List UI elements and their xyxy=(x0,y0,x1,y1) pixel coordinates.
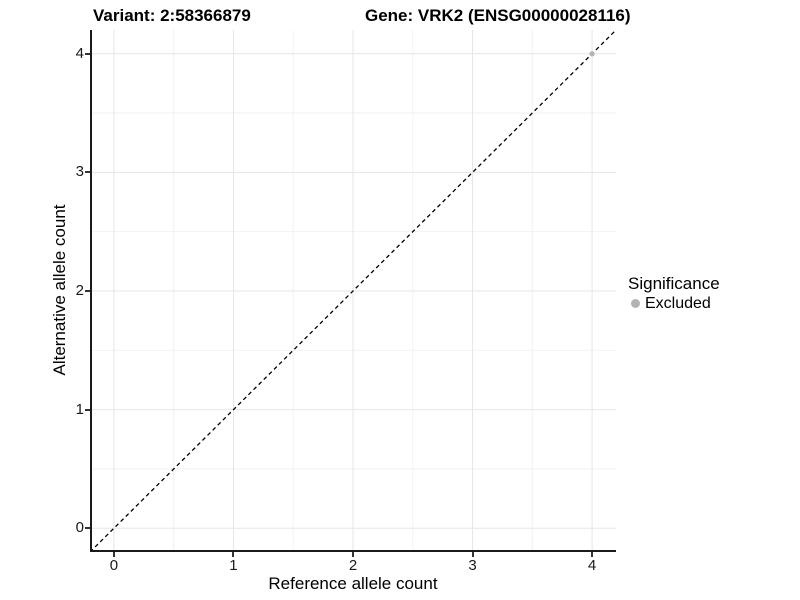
y-tick-label: 4 xyxy=(75,44,84,62)
y-tick-label: 2 xyxy=(75,282,84,299)
legend-title: Significance xyxy=(628,274,720,293)
y-tick-mark xyxy=(85,527,90,530)
y-tick-label: 1 xyxy=(75,400,84,418)
x-tick-label: 1 xyxy=(229,557,238,574)
x-tick-mark xyxy=(352,552,354,557)
plot-title-variant: Variant: 2:58366879 xyxy=(93,6,251,25)
identity-dashed-line xyxy=(90,30,616,552)
legend-item-label: Excluded xyxy=(645,295,711,312)
plot-panel xyxy=(90,30,616,552)
x-tick-mark xyxy=(591,552,594,557)
x-axis-title: Reference allele count xyxy=(268,574,438,593)
y-tick-mark xyxy=(85,290,90,292)
plot-title-gene: Gene: VRK2 (ENSG00000028116) xyxy=(365,6,631,25)
chart-canvas xyxy=(90,30,616,552)
x-tick-mark xyxy=(112,552,115,557)
x-tick-label: 2 xyxy=(348,557,358,574)
x-tick-label: 3 xyxy=(468,557,477,574)
y-tick-label: 3 xyxy=(75,163,84,181)
y-tick-mark xyxy=(85,171,90,174)
legend: Significance Excluded xyxy=(628,274,720,313)
x-tick-label: 4 xyxy=(587,557,597,574)
y-tick-mark xyxy=(85,52,90,55)
legend-key-dot-icon xyxy=(631,299,640,308)
x-tick-label: 0 xyxy=(109,557,119,574)
y-tick-label: 0 xyxy=(75,519,84,537)
legend-item-excluded: Excluded xyxy=(631,294,720,313)
y-tick-mark xyxy=(85,408,90,411)
x-tick-mark xyxy=(471,552,474,557)
data-point-excluded xyxy=(589,51,595,57)
x-tick-mark xyxy=(232,552,235,557)
